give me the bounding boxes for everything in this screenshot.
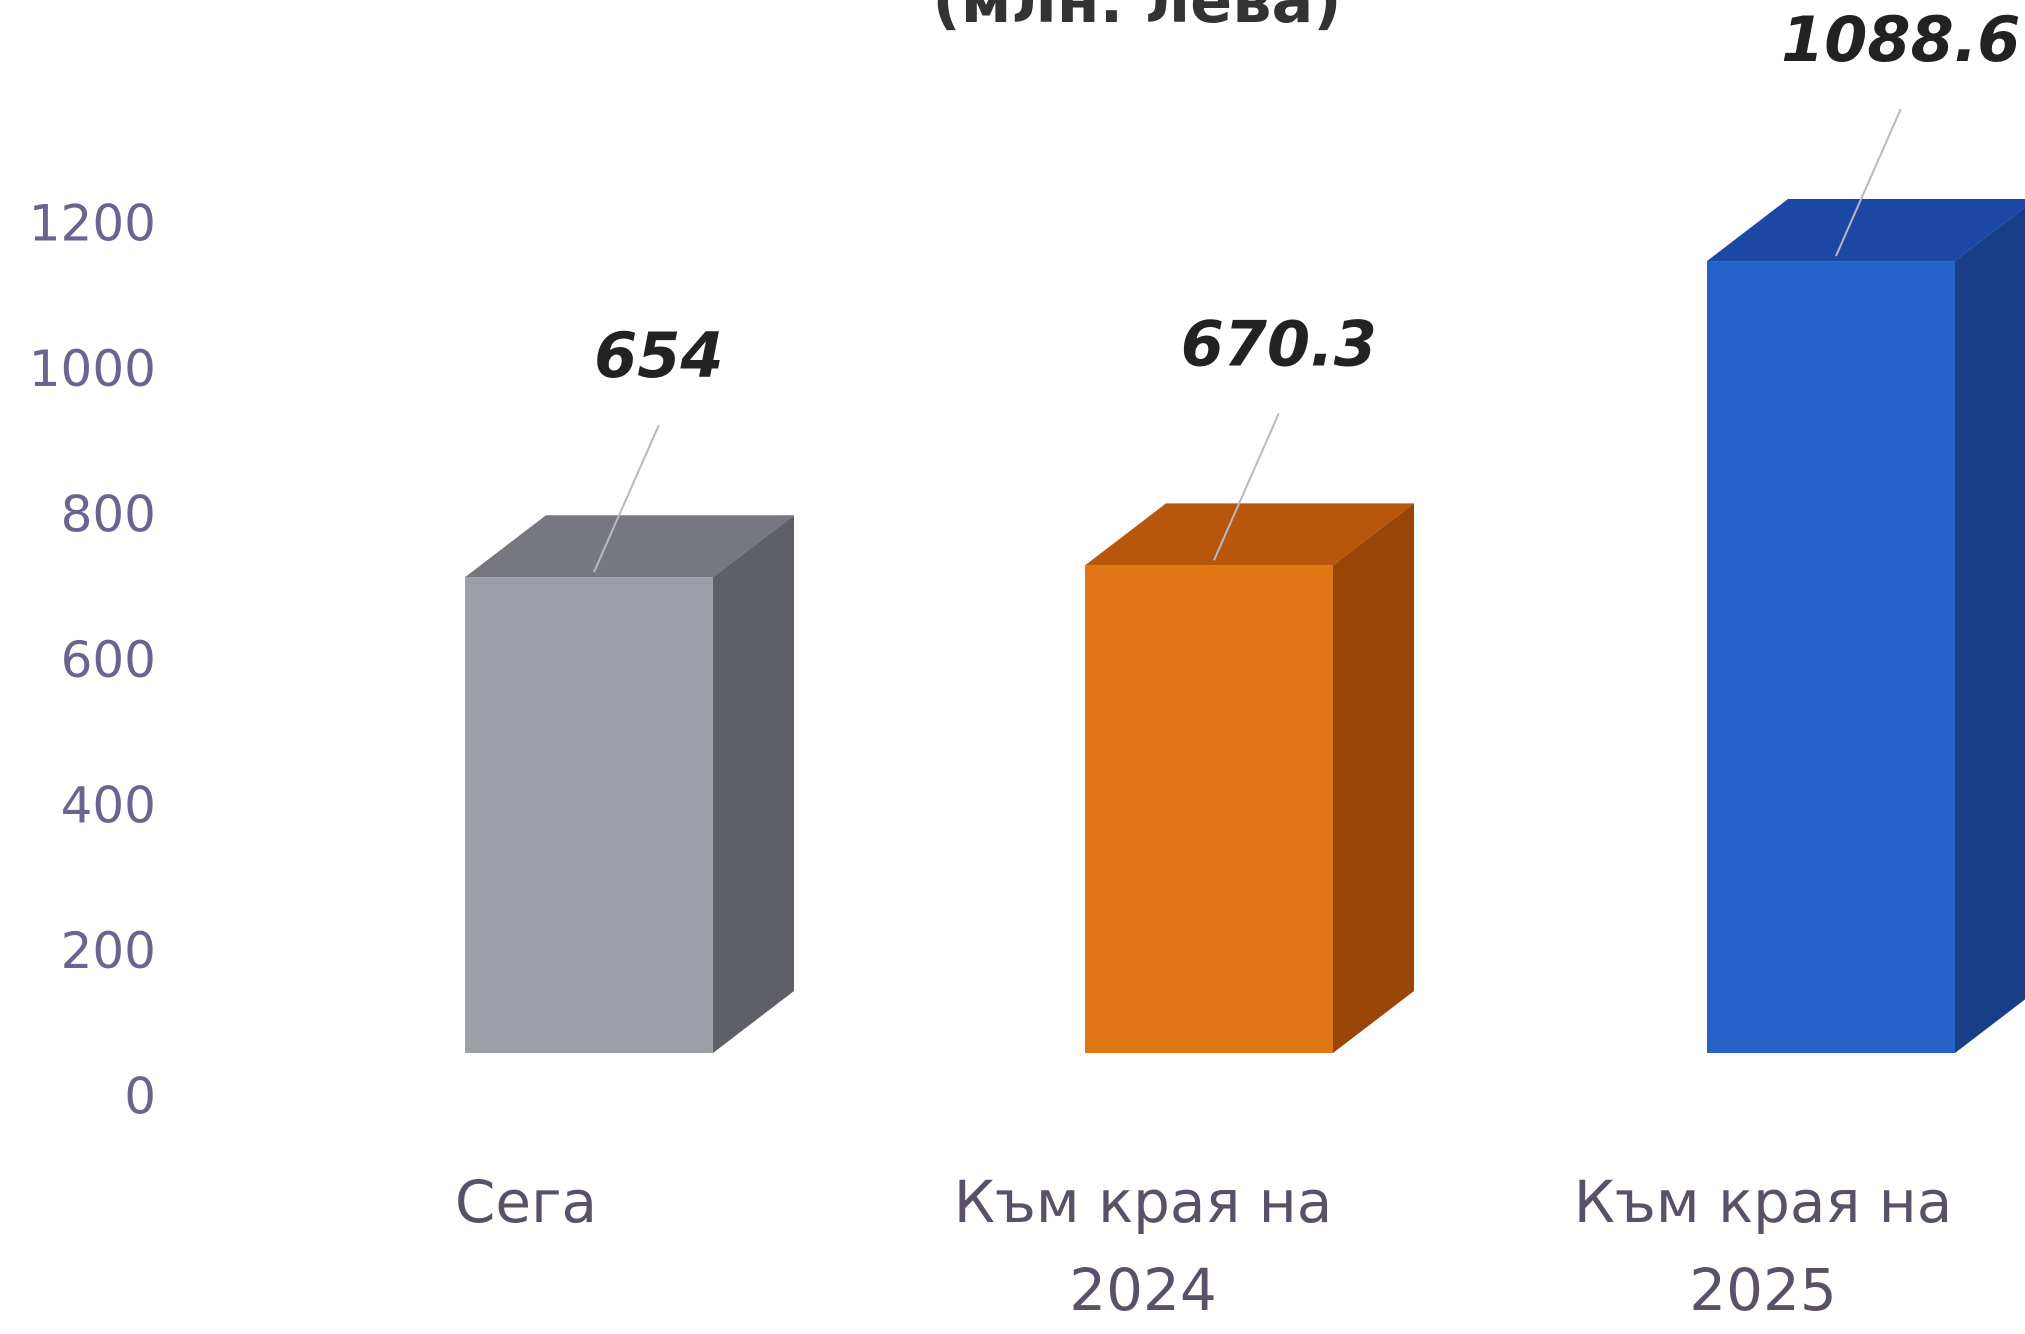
value-label: 1088.6 — [1781, 3, 2020, 76]
y-tick-label: 1200 — [29, 195, 156, 253]
y-tick-label: 1000 — [29, 340, 156, 398]
y-tick-label: 0 — [124, 1068, 156, 1126]
bar — [1707, 199, 2025, 1054]
leader-line — [1835, 108, 1902, 257]
bar-top — [1085, 503, 1414, 566]
bar-front — [465, 577, 713, 1053]
y-tick-label: 200 — [61, 922, 156, 980]
x-tick-label: Към края на 2024 — [953, 1168, 1333, 1324]
value-label: 654 — [594, 319, 723, 392]
bar — [465, 515, 794, 1053]
leader-line — [593, 424, 660, 573]
x-tick-label: Към края на 2025 — [1573, 1168, 1953, 1324]
x-tick-label: Сега — [454, 1168, 598, 1236]
bar-side — [1333, 503, 1414, 1053]
bar-front — [1707, 261, 1955, 1054]
bar-top — [1707, 199, 2025, 262]
leader-line — [1213, 412, 1280, 561]
y-tick-label: 600 — [61, 631, 156, 689]
y-tick-label: 800 — [61, 486, 156, 544]
bar — [1085, 503, 1414, 1053]
chart-title: (млн. лева) — [932, 0, 1341, 37]
bar-side — [1955, 207, 2025, 1053]
bar-front — [1085, 565, 1333, 1053]
bar-top — [465, 515, 794, 578]
value-label: 670.3 — [1181, 307, 1377, 380]
bar-side — [713, 515, 794, 1053]
y-tick-label: 400 — [61, 777, 156, 835]
